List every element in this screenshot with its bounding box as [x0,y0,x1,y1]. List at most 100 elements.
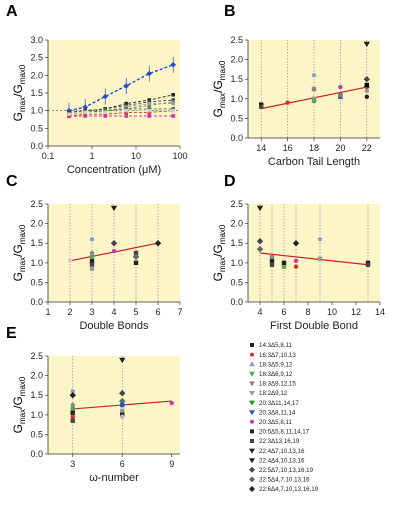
fit-line [259,252,369,266]
legend-marker [250,352,254,357]
legend-item: 16:3Δ7,10,13 [250,352,296,359]
data-point [364,82,369,88]
x-tick-label: 4 [111,307,116,317]
legend-label: 14:3Δ5,8,11 [259,342,292,349]
panel-letter: E [6,325,17,342]
panel-letter: D [224,173,236,190]
data-point [154,240,162,247]
series-line [68,94,174,113]
data-point [124,114,129,118]
data-point [285,100,290,105]
y-tick-label: 0.0 [30,141,43,151]
legend-label: 22:4Δ4,10,13,16 [259,457,305,464]
legend-item: 22:5Δ4,7,10,13,16 [249,476,310,484]
legend-item: 22:4Δ7,10,13,16 [249,448,305,455]
y-tick-label: 0.0 [230,297,243,307]
legend-marker [249,400,255,406]
y-tick-label: 0.5 [230,113,243,123]
data-point [171,101,175,106]
legend-marker [250,429,254,434]
data-point [256,205,264,212]
y-tick-label: 1.0 [30,258,43,268]
data-point [89,258,95,264]
data-point [317,256,323,262]
plot-background [248,204,380,302]
legend: 14:3Δ5,8,11 16:3Δ7,10,13 18:3Δ5,9,12 18:3Δ6… [249,342,319,493]
data-point [89,254,95,260]
data-point [311,73,317,78]
x-tick-label: 100 [172,151,187,161]
y-tick-label: 0.0 [30,297,43,307]
y-axis-label: Gmax/Gmax0 [211,224,227,281]
x-tick-label: 12 [351,307,361,317]
data-point [119,390,126,397]
panel-letter: B [224,3,236,20]
x-tick-label: 6 [281,307,286,317]
legend-label: 20:3Δ11,14,17 [259,400,299,407]
series-line [68,108,174,115]
x-tick-label: 2 [67,307,72,317]
x-tick-label: 7 [177,307,182,317]
legend-item: 18:3Δ6,9,12 [249,371,293,378]
data-point [89,237,95,242]
data-point [146,70,153,77]
x-tick-label: 20 [335,143,345,153]
data-point [124,108,129,113]
x-tick-label: 14 [256,143,266,153]
data-point [281,264,287,269]
panel-c: C 0.0 0.5 1.0 1.5 2.0 2.5 1 2 3 4 5 6 7 Double Bonds Gm… [6,173,183,332]
legend-item: 18:3Δ9,12,15 [249,381,296,388]
legend-label: 22:6Δ4,7,10,13,16,19 [259,486,319,493]
y-tick-label: 1.5 [30,88,43,98]
data-point [338,92,343,98]
data-point [103,110,108,115]
x-axis-label: ω-number [89,472,139,484]
legend-label: 22:4Δ7,10,13,16 [259,448,305,455]
y-tick-label: 1.5 [30,238,43,248]
data-point [67,258,73,264]
y-tick-label: 3.0 [30,35,43,45]
x-axis-label: Double Bonds [79,320,149,332]
legend-item: 20:5Δ5,8,11,14,17 [250,429,310,436]
data-point [132,253,140,261]
data-point [69,392,76,399]
series-line [68,103,174,115]
y-tick-label: 1.0 [30,106,43,116]
y-axis-label: Gmax/Gmax0 [211,60,227,117]
y-tick-label: 0.0 [30,449,43,459]
data-point [293,258,299,264]
x-axis-label: First Double Bond [270,320,358,332]
legend-label: 20:5Δ5,8,11,14,17 [259,429,310,436]
x-tick-label: 22 [362,143,372,153]
x-tick-label: 9 [169,459,174,469]
data-point [67,112,71,116]
data-point [364,94,369,100]
data-point [171,92,175,97]
y-tick-label: 0.0 [230,133,243,143]
data-point [123,83,130,89]
data-point [169,400,174,406]
data-point [269,254,275,260]
legend-label: 20:3Δ5,8,11 [259,419,292,426]
x-tick-label: 6 [155,307,160,317]
x-axis-label: Carbon Tail Length [268,156,360,168]
data-point [133,260,139,265]
data-point [363,41,370,48]
legend-marker [250,439,254,443]
legend-item: 22:5Δ7,10,13,16,19 [249,466,314,474]
y-tick-label: 2.0 [230,219,243,229]
data-point [365,262,371,267]
data-point [70,410,75,416]
panel-a: A 0.0 0.5 1.0 1.5 2.0 2.5 3.0 0.1 1 10 100 Concentra… [6,3,188,176]
y-axis-label: Gmax/Gmax0 [11,64,27,121]
data-point [70,406,75,412]
y-tick-label: 0.5 [30,277,43,287]
y-axis-label: Gmax/Gmax0 [11,376,27,433]
panels: A 0.0 0.5 1.0 1.5 2.0 2.5 3.0 0.1 1 10 100 Concentra… [6,3,385,484]
plot-background [48,40,180,146]
x-tick-label: 5 [133,307,138,317]
series-line [68,99,174,113]
data-point [256,245,264,253]
